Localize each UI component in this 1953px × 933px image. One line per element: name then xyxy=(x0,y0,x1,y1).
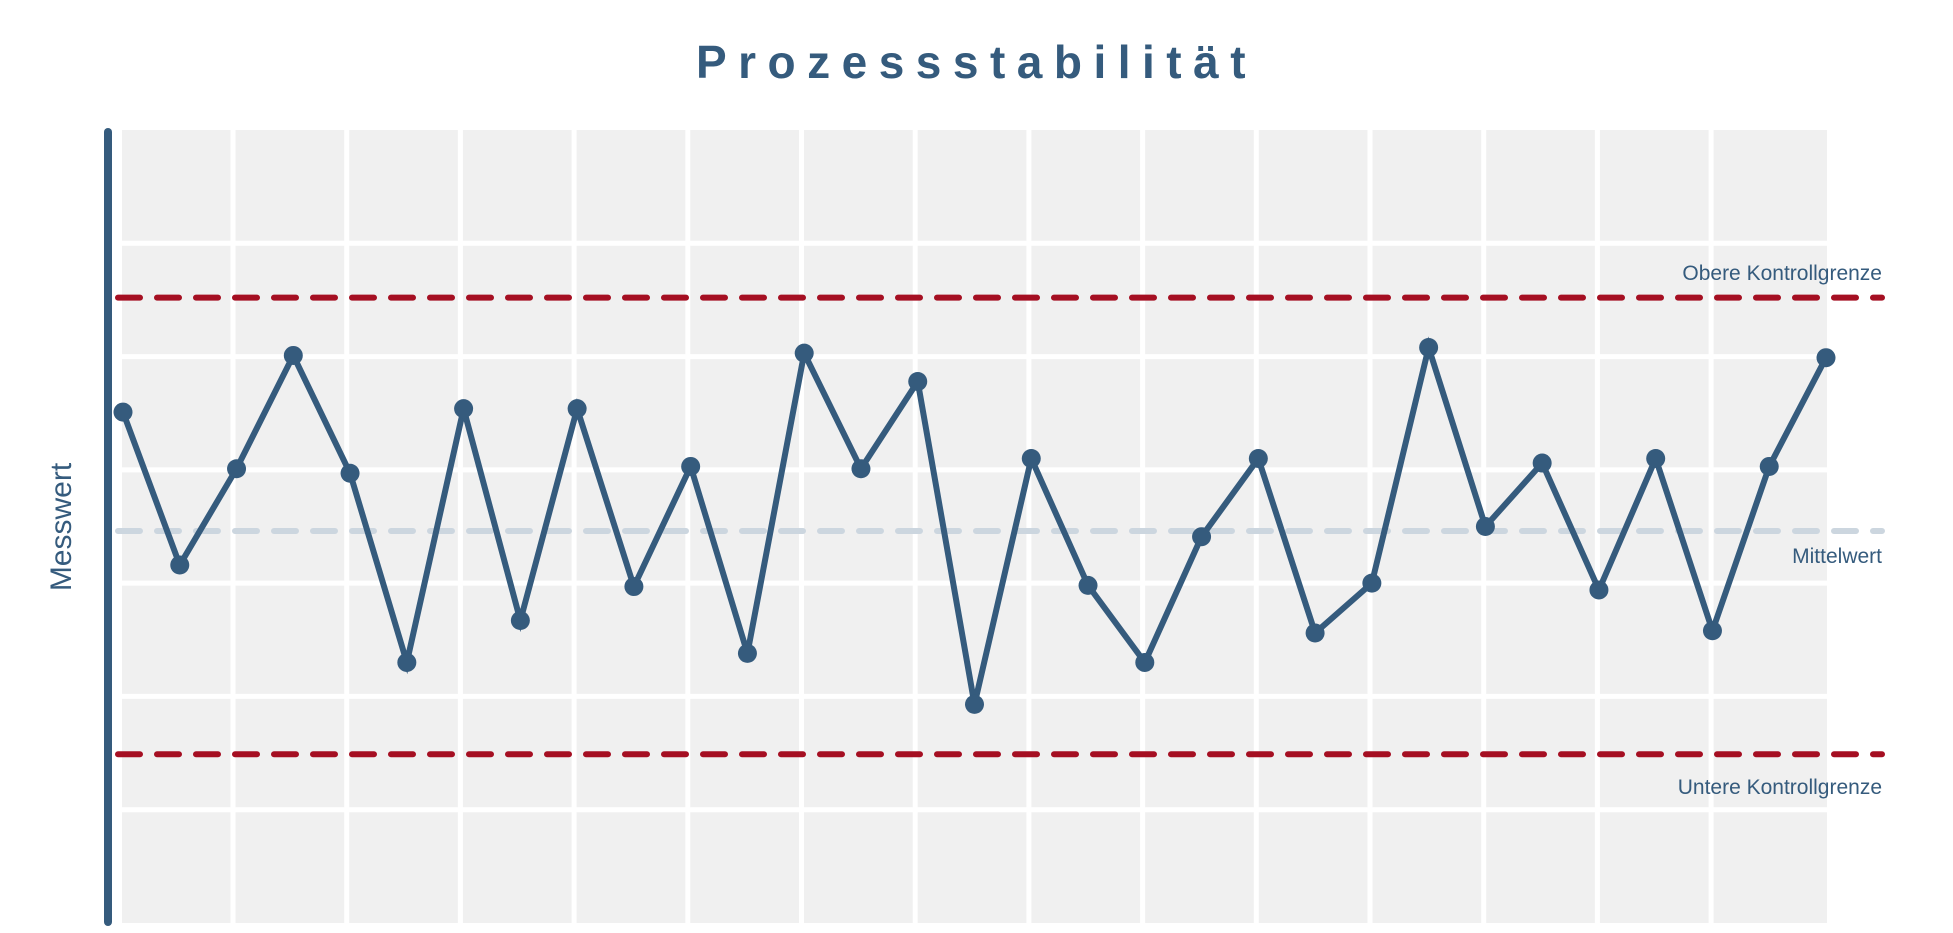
data-point-marker xyxy=(794,343,814,363)
data-point-marker xyxy=(1248,449,1268,469)
ucl-label: Obere Kontrollgrenze xyxy=(1682,262,1882,285)
data-point-marker xyxy=(1702,621,1722,641)
plot-background-rect xyxy=(122,130,1827,923)
data-series xyxy=(113,336,1836,714)
data-point-marker xyxy=(965,694,984,714)
data-point-marker xyxy=(1305,623,1325,643)
data-point-marker xyxy=(1362,573,1382,593)
mean-label: Mittelwert xyxy=(1792,545,1882,568)
data-point-marker xyxy=(283,345,303,365)
data-point-marker xyxy=(567,399,587,419)
data-point-marker xyxy=(737,643,757,663)
data-point-marker xyxy=(908,371,928,391)
data-point-marker xyxy=(397,652,417,672)
data-point-marker xyxy=(1532,453,1552,473)
data-point-marker xyxy=(1475,517,1495,536)
data-point-marker xyxy=(170,555,190,575)
data-point-marker xyxy=(227,459,247,479)
data-point-marker xyxy=(454,399,474,419)
data-point-marker xyxy=(1646,449,1666,469)
data-point-marker xyxy=(1759,456,1779,476)
data-point-marker xyxy=(681,456,701,476)
reference-lines xyxy=(115,294,1885,758)
data-point-marker xyxy=(1078,575,1098,595)
data-point-marker xyxy=(1816,348,1836,368)
plot-background xyxy=(122,130,1827,923)
data-point-marker xyxy=(340,463,360,483)
data-point-marker xyxy=(1021,449,1041,469)
gridlines xyxy=(122,130,1827,923)
lcl-label: Untere Kontrollgrenze xyxy=(1677,776,1882,799)
data-point-marker xyxy=(510,611,530,631)
data-point-marker xyxy=(851,459,871,479)
data-point-marker xyxy=(1589,580,1609,600)
chart-title: Prozessstabilität xyxy=(695,36,1258,88)
data-point-marker xyxy=(1192,527,1212,547)
data-point-marker xyxy=(113,402,133,422)
data-point-marker xyxy=(624,577,644,597)
data-point-marker xyxy=(1419,338,1439,358)
data-point-marker xyxy=(1135,652,1155,672)
